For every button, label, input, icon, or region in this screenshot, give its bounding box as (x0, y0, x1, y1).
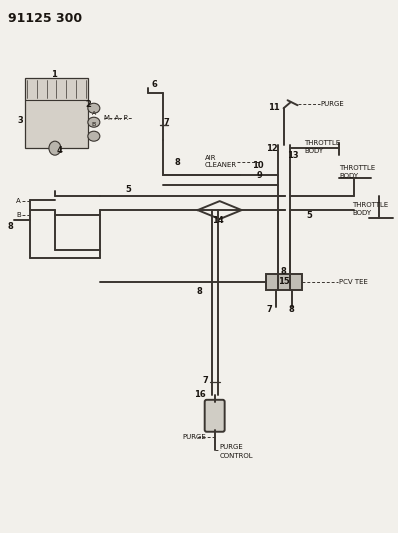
Text: BODY: BODY (353, 210, 372, 216)
Text: PURGE: PURGE (183, 434, 207, 440)
Text: 1: 1 (51, 70, 57, 79)
Text: 9: 9 (257, 171, 262, 180)
Text: 3: 3 (17, 116, 23, 125)
Text: B: B (92, 122, 96, 127)
Text: 7: 7 (267, 305, 273, 314)
FancyBboxPatch shape (205, 400, 224, 432)
Text: 8: 8 (197, 287, 203, 296)
Text: 8: 8 (281, 268, 287, 277)
Text: 6: 6 (152, 80, 158, 89)
Text: 10: 10 (252, 160, 263, 169)
Text: PURGE: PURGE (220, 444, 244, 450)
Text: A: A (92, 111, 96, 116)
Text: CONTROL: CONTROL (220, 453, 253, 459)
Text: BODY: BODY (304, 148, 324, 154)
FancyBboxPatch shape (25, 78, 88, 148)
Text: 91125 300: 91125 300 (8, 12, 82, 25)
Text: PCV TEE: PCV TEE (339, 279, 369, 285)
Text: 8: 8 (289, 305, 295, 314)
Text: M. A. P.: M. A. P. (104, 115, 129, 121)
Ellipse shape (88, 103, 100, 113)
Text: 12: 12 (266, 144, 277, 152)
Text: 2: 2 (85, 100, 91, 109)
Text: 8: 8 (7, 222, 13, 231)
Text: 14: 14 (212, 215, 224, 224)
Text: 7: 7 (203, 376, 209, 385)
Text: 5: 5 (306, 211, 312, 220)
Text: 7: 7 (164, 118, 170, 127)
Text: PURGE: PURGE (320, 101, 344, 107)
FancyBboxPatch shape (265, 274, 302, 290)
Text: 5: 5 (125, 184, 131, 193)
Text: 13: 13 (287, 151, 298, 160)
Text: THROTTLE: THROTTLE (339, 165, 376, 171)
Text: CLEANER: CLEANER (205, 162, 237, 168)
Ellipse shape (49, 141, 61, 155)
Text: A: A (16, 198, 21, 204)
Text: AIR: AIR (205, 155, 216, 161)
Text: 15: 15 (278, 278, 289, 286)
Text: 8: 8 (175, 158, 181, 167)
Text: 4: 4 (57, 146, 63, 155)
Text: THROTTLE: THROTTLE (304, 140, 341, 146)
Text: B: B (16, 212, 21, 218)
Ellipse shape (88, 117, 100, 127)
Text: THROTTLE: THROTTLE (353, 202, 389, 208)
Ellipse shape (88, 131, 100, 141)
Text: 16: 16 (194, 390, 206, 399)
Text: BODY: BODY (339, 173, 359, 179)
Text: 11: 11 (268, 103, 279, 112)
